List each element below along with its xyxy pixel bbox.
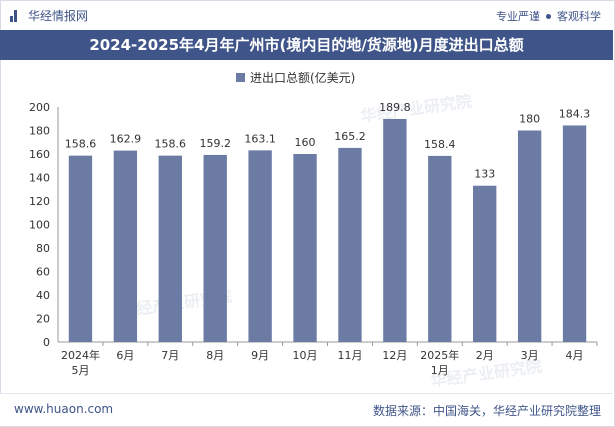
data-label: 160 — [295, 136, 316, 149]
brand-name: 华经情报网 — [28, 9, 89, 23]
bar — [68, 155, 93, 342]
x-tick-label: 12月 — [382, 349, 407, 362]
x-tick-label: 3月 — [521, 349, 539, 362]
data-label: 163.1 — [244, 132, 276, 145]
dot-icon — [546, 14, 551, 19]
x-tick-label: 11月 — [337, 349, 362, 362]
bar — [248, 150, 272, 342]
brand: 华经情报网 — [10, 7, 88, 24]
bar — [473, 185, 497, 342]
data-label: 158.6 — [65, 138, 97, 151]
x-tick-label: 2月 — [476, 349, 494, 362]
footer: www.huaon.com 数据来源：中国海关，华经产业研究院整理 — [0, 393, 613, 426]
x-tick-label: 10月 — [293, 349, 318, 362]
y-tick-label: 120 — [29, 195, 50, 208]
data-label: 180 — [519, 113, 540, 126]
y-tick-label: 80 — [36, 242, 50, 255]
bar — [428, 155, 452, 342]
bar-logo-icon — [10, 9, 20, 22]
data-label: 189.8 — [379, 101, 411, 114]
x-tick-label: 4月 — [566, 349, 584, 362]
y-tick-label: 100 — [29, 219, 50, 232]
chart-title: 2024-2025年4月年广州市(境内目的地/货源地)月度进出口总额 — [0, 30, 613, 60]
x-tick-label: 7月 — [161, 349, 179, 362]
bar — [203, 154, 227, 342]
y-tick-label: 200 — [29, 101, 50, 114]
data-label: 159.2 — [199, 137, 231, 150]
top-bar: 华经情报网 专业严谨 客观科学 — [0, 0, 613, 30]
bar — [293, 154, 317, 342]
x-tick-label: 6月 — [116, 349, 134, 362]
y-tick-label: 20 — [36, 313, 50, 326]
x-tick-label: 1月 — [431, 364, 449, 377]
slogan-tag-1: 专业严谨 — [496, 10, 540, 23]
data-label: 162.9 — [110, 133, 142, 146]
bar — [517, 130, 542, 342]
data-label: 184.3 — [559, 107, 591, 120]
bar — [113, 150, 138, 342]
bar — [383, 118, 407, 342]
legend-label: 进出口总额(亿美元) — [250, 70, 355, 85]
x-tick-label: 2025年 — [420, 348, 459, 362]
bar-chart: 进出口总额(亿美元) 0 20 40 60 80 100 120 140 160 180 200 158… — [29, 70, 598, 377]
y-tick-label: 40 — [36, 289, 50, 302]
data-source: 数据来源：中国海关，华经产业研究院整理 — [372, 404, 601, 418]
data-label: 158.4 — [424, 138, 456, 151]
website-link[interactable]: www.huaon.com — [14, 402, 114, 416]
bar — [338, 147, 362, 342]
slogan: 专业严谨 客观科学 — [496, 8, 601, 24]
bar — [158, 155, 182, 342]
legend-swatch — [236, 73, 245, 82]
y-tick-label: 180 — [29, 125, 50, 138]
data-label: 133 — [474, 168, 495, 181]
y-tick-label: 160 — [29, 148, 50, 161]
x-tick-label: 8月 — [206, 349, 224, 362]
y-tick-label: 0 — [43, 336, 50, 349]
x-tick-label: 5月 — [71, 364, 89, 377]
y-tick-label: 140 — [29, 172, 50, 185]
bar — [562, 125, 587, 342]
y-tick-label: 60 — [36, 266, 50, 279]
slogan-tag-2: 客观科学 — [557, 10, 601, 23]
x-tick-label: 9月 — [251, 349, 269, 362]
data-label: 165.2 — [334, 130, 366, 143]
data-label: 158.6 — [155, 138, 187, 151]
x-tick-label: 2024年 — [61, 348, 100, 362]
